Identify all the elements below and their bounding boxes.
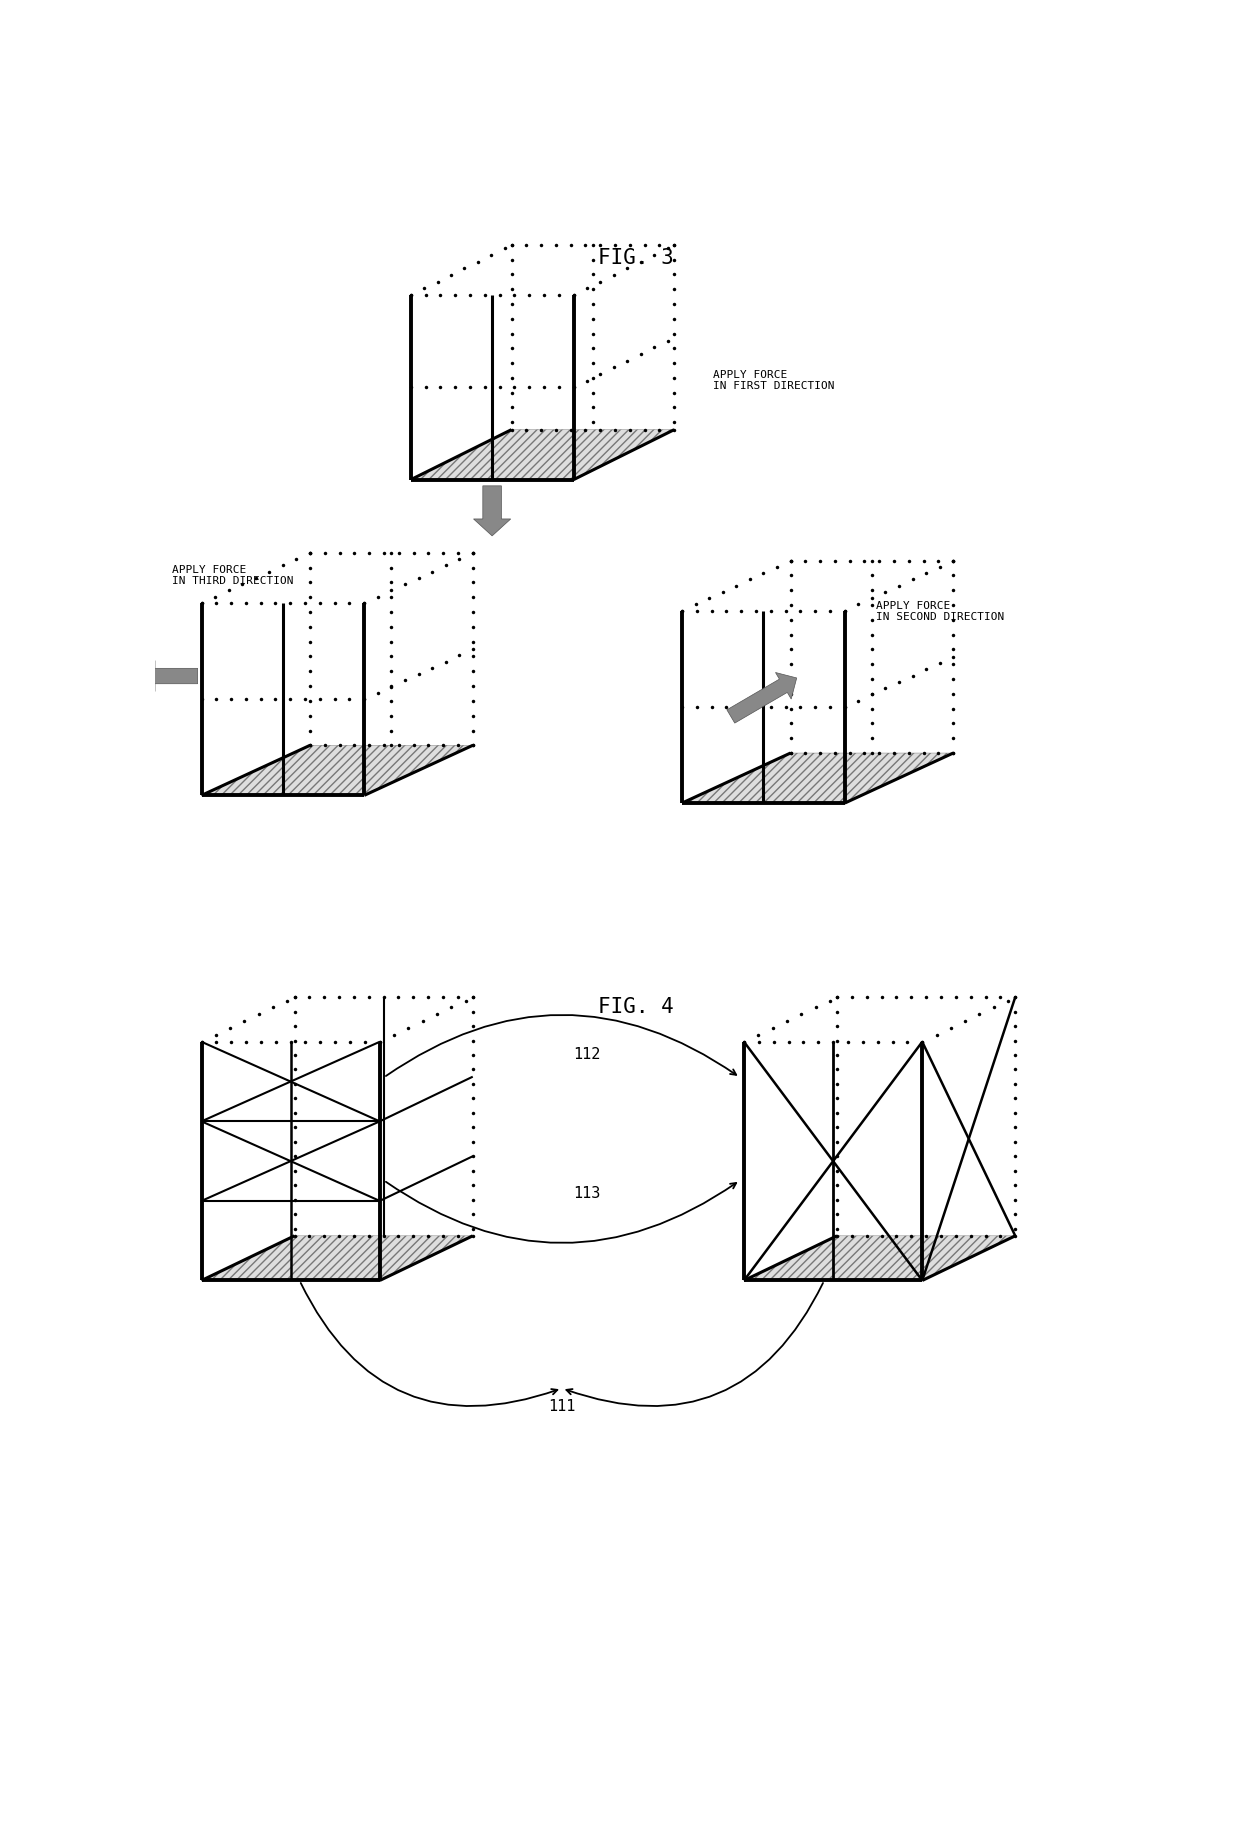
Polygon shape: [682, 753, 954, 804]
Polygon shape: [139, 662, 197, 693]
Polygon shape: [474, 487, 511, 536]
Text: FIG. 3: FIG. 3: [598, 248, 673, 268]
Text: 111: 111: [548, 1398, 575, 1413]
Polygon shape: [744, 1236, 1016, 1282]
Polygon shape: [201, 746, 472, 797]
Text: 113: 113: [573, 1185, 601, 1200]
Text: FIG. 4: FIG. 4: [598, 995, 673, 1015]
Polygon shape: [727, 673, 797, 724]
Text: APPLY FORCE
IN THIRD DIRECTION: APPLY FORCE IN THIRD DIRECTION: [172, 565, 294, 585]
Polygon shape: [410, 430, 675, 481]
Text: APPLY FORCE
IN SECOND DIRECTION: APPLY FORCE IN SECOND DIRECTION: [875, 600, 1004, 622]
Text: APPLY FORCE
IN FIRST DIRECTION: APPLY FORCE IN FIRST DIRECTION: [713, 370, 835, 392]
Polygon shape: [201, 1236, 472, 1282]
Text: 112: 112: [573, 1046, 601, 1061]
